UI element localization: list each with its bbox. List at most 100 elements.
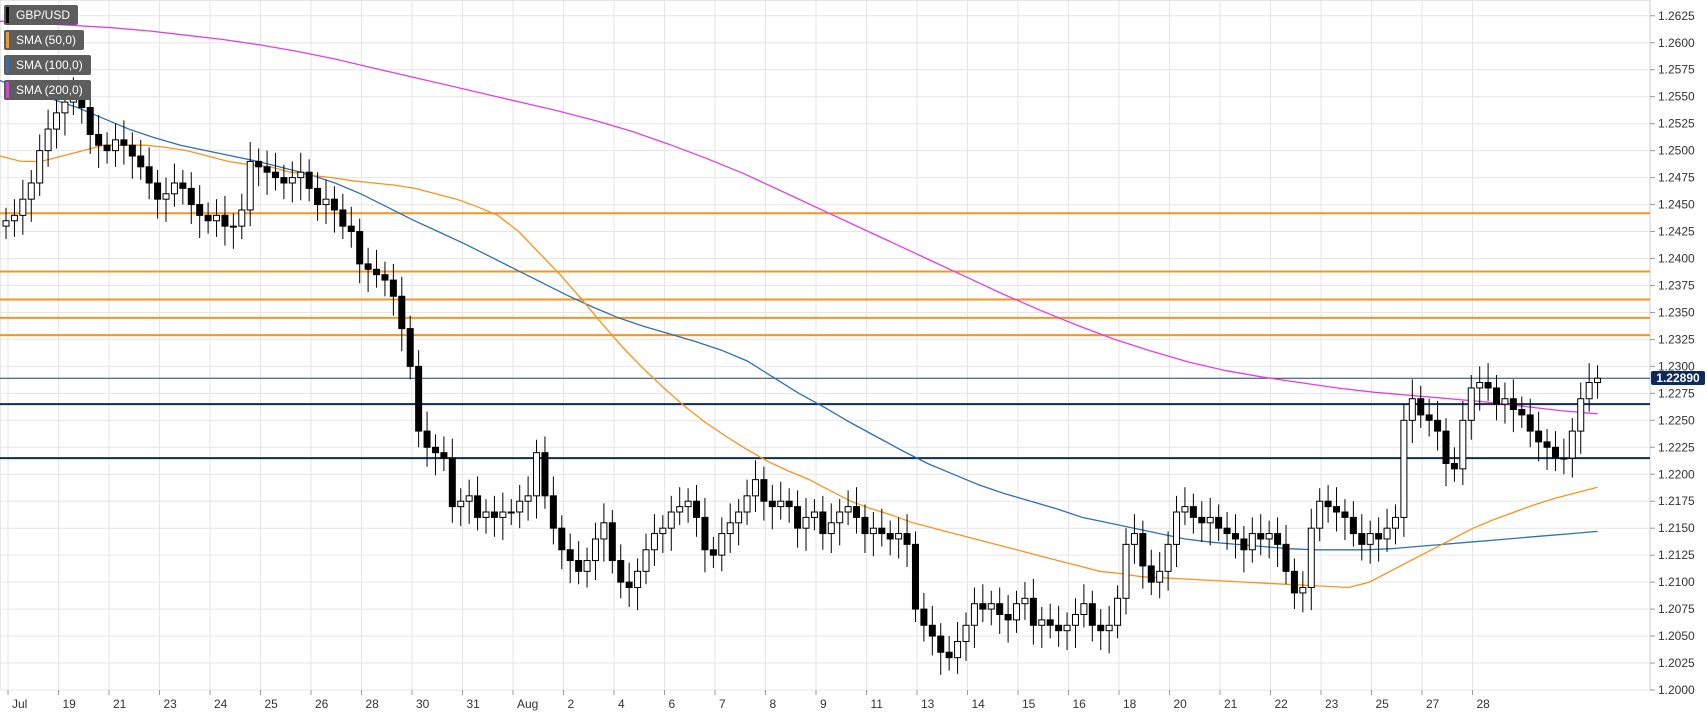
candle-body [1594,377,1602,384]
sma100-line [0,79,1598,551]
y-tick-label: 1.2225 [1658,440,1695,454]
candle-body [196,204,204,216]
x-tick-label: 23 [164,697,178,711]
candle-body [1130,533,1138,545]
candle-body [979,603,987,610]
candle-body [844,506,852,513]
candle-body [19,198,27,216]
legend-item: GBP/USD [4,5,79,25]
legend-item: SMA (50,0) [4,30,85,50]
candle-body [642,549,650,572]
axes: 1.2000 1.2025 1.2050 1.2075 1.2100 1.2125 1.21… [7,9,1695,711]
y-tick-label: 1.2575 [1658,63,1695,77]
y-tick-label: 1.2500 [1658,144,1695,158]
legend-label: SMA (50,0) [16,33,77,47]
candle-body [650,533,658,551]
y-tick-label: 1.2175 [1658,494,1695,508]
candle-body [364,263,372,270]
plot-frame [0,0,1651,691]
legend-label: SMA (100,0) [16,58,83,72]
candle-body [693,500,701,518]
candle-body [996,603,1004,615]
candle-body [1063,624,1071,632]
y-tick-label: 1.2025 [1658,656,1695,670]
candle-body [36,150,44,184]
candle-body [945,651,953,659]
candle-body [743,495,751,513]
sma200-line [0,20,1598,415]
candle-body [170,182,178,195]
candle-body [1493,387,1501,405]
x-tick-label: 6 [669,697,676,711]
candle-body [524,495,532,502]
candle-body [1501,398,1509,405]
candle-body [347,225,355,233]
candle-body [987,603,995,610]
candle-body [751,479,759,497]
candle-body [608,522,616,562]
x-tick-label: 23 [1325,697,1339,711]
candle-body [465,495,473,502]
y-tick-label: 1.2050 [1658,629,1695,643]
candle-body [1307,527,1315,589]
legend-item: SMA (200,0) [4,80,91,100]
candle-body [95,133,103,146]
y-tick-label: 1.2450 [1658,198,1695,212]
y-tick-label: 1.2475 [1658,171,1695,185]
candle-body [861,516,869,535]
candle-body [1198,516,1206,524]
candle-body [280,177,288,184]
candle-body [878,527,886,535]
y-tick-label: 1.2350 [1658,305,1695,319]
candle-body [760,479,768,502]
candle-body [238,209,246,227]
legend-swatch [6,7,9,23]
candle-body [709,549,717,556]
candle-body [541,452,549,497]
candle-body [785,500,793,508]
candle-body [1316,500,1324,529]
candle-body [297,171,305,179]
candle-body [221,214,229,227]
candle-body [970,603,978,626]
y-tick-label: 1.2525 [1658,117,1695,131]
candle-body [154,182,162,200]
candle-body [777,500,785,508]
candle-body [1223,527,1231,535]
candle-body [1476,382,1484,389]
y-tick-label: 1.2425 [1658,225,1695,239]
candle-body [330,198,338,211]
x-tick-label: 31 [467,697,481,711]
candle-body [886,533,894,540]
candle-body [2,220,10,227]
candle-body [305,171,313,189]
candle-body [911,543,919,610]
y-tick-label: 1.2250 [1658,413,1695,427]
candle-body [490,511,498,518]
x-tick-label: 21 [113,697,127,711]
candle-body [339,209,347,227]
x-tick-label: 28 [1477,697,1491,711]
candle-body [1274,533,1282,545]
y-tick-label: 1.2625 [1658,9,1695,23]
candle-body [903,533,911,545]
x-tick-label: 25 [265,697,279,711]
candle-body [314,187,322,206]
candle-body [667,511,675,529]
candle-body [1265,533,1273,540]
x-tick-label: 11 [871,697,884,711]
candle-body [499,511,507,518]
y-tick-label: 1.2600 [1658,36,1695,50]
candle-body [263,166,271,173]
candle-body [549,495,557,529]
candle-body [954,640,962,659]
candle-body [1518,409,1526,416]
legend-swatch [6,82,9,98]
candle-body [103,144,111,152]
candle-body [1366,533,1374,545]
x-tick-label: 4 [618,697,625,711]
candle-body [1240,538,1248,551]
x-tick-label: 15 [1022,697,1036,711]
candle-body [1568,430,1576,459]
candle-body [1551,446,1559,459]
